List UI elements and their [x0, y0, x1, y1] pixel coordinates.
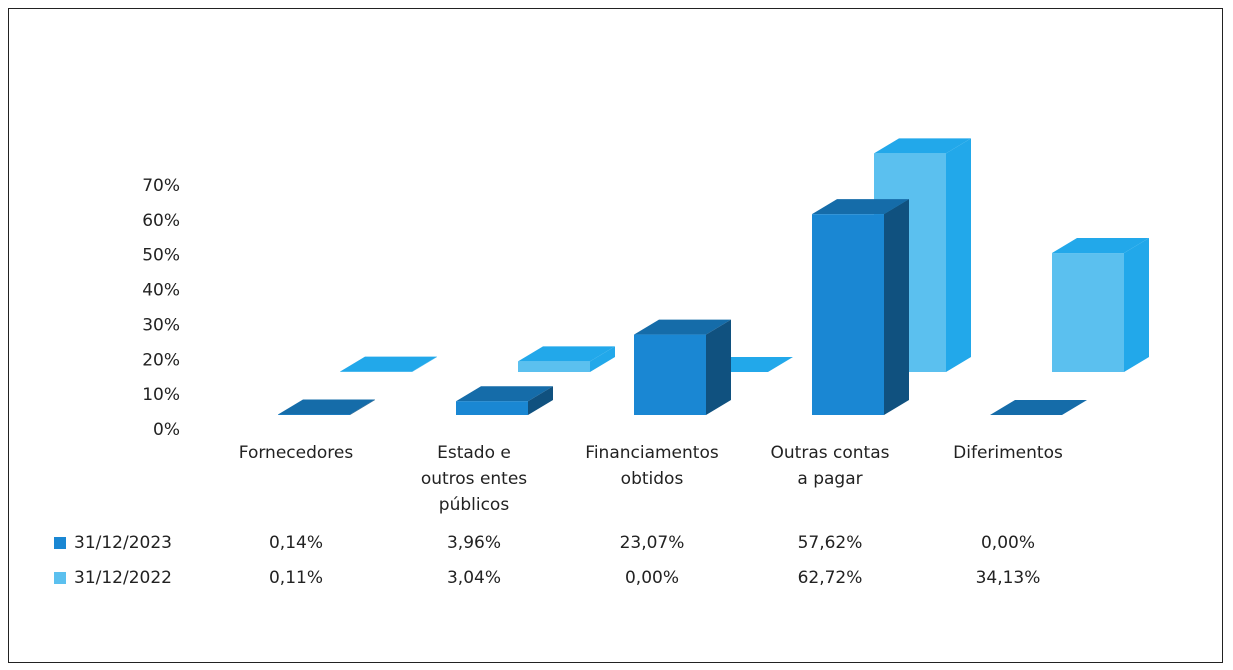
data-label: 57,62%: [798, 533, 863, 553]
bar: [456, 401, 528, 415]
bar-top: [456, 386, 553, 402]
bar-side: [528, 386, 553, 415]
bar-top: [634, 319, 731, 335]
data-label: 0,00%: [981, 533, 1035, 553]
bar-top: [518, 346, 615, 362]
bar-side: [350, 399, 375, 415]
bar-side: [706, 319, 731, 415]
data-label: 0,14%: [269, 533, 323, 553]
bar-top: [812, 199, 909, 215]
bar-top: [278, 399, 375, 415]
bar-side: [946, 138, 971, 372]
chart-frame: [8, 8, 1223, 663]
data-label: 23,07%: [620, 533, 685, 553]
x-tick-label: Financiamentos obtidos: [585, 443, 719, 489]
y-tick-label: 60%: [142, 211, 180, 231]
bar: [634, 334, 706, 415]
bar: [518, 361, 590, 372]
legend-swatch: [54, 537, 66, 549]
y-tick-label: 70%: [142, 176, 180, 196]
x-tick-label: Diferimentos: [953, 443, 1063, 463]
data-label: 3,04%: [447, 568, 501, 588]
bar-side: [1124, 238, 1149, 372]
bar: [812, 214, 884, 415]
data-label: 34,13%: [976, 568, 1041, 588]
legend-label: 31/12/2023: [74, 533, 172, 553]
y-tick-label: 10%: [142, 385, 180, 405]
y-tick-label: 0%: [153, 420, 180, 440]
bar-top: [990, 400, 1087, 415]
bar: [1052, 253, 1124, 372]
y-tick-label: 30%: [142, 315, 180, 335]
data-label: 62,72%: [798, 568, 863, 588]
data-label: 3,96%: [447, 533, 501, 553]
data-label: 0,00%: [625, 568, 679, 588]
x-tick-label: Estado e outros entes públicos: [420, 443, 528, 515]
y-tick-label: 40%: [142, 281, 180, 301]
bar-side: [590, 346, 615, 372]
y-tick-label: 50%: [142, 246, 180, 266]
bar-top: [874, 138, 971, 154]
data-label: 0,11%: [269, 568, 323, 588]
legend-label: 31/12/2022: [74, 568, 172, 588]
legend-swatch: [54, 572, 66, 584]
bar-side: [412, 356, 437, 372]
bar-top: [340, 356, 437, 372]
bar-top: [1052, 238, 1149, 254]
x-tick-label: Fornecedores: [238, 443, 354, 463]
y-tick-label: 20%: [142, 350, 180, 370]
x-tick-label: Outras contas a pagar: [770, 443, 890, 489]
bar-side: [884, 199, 909, 415]
